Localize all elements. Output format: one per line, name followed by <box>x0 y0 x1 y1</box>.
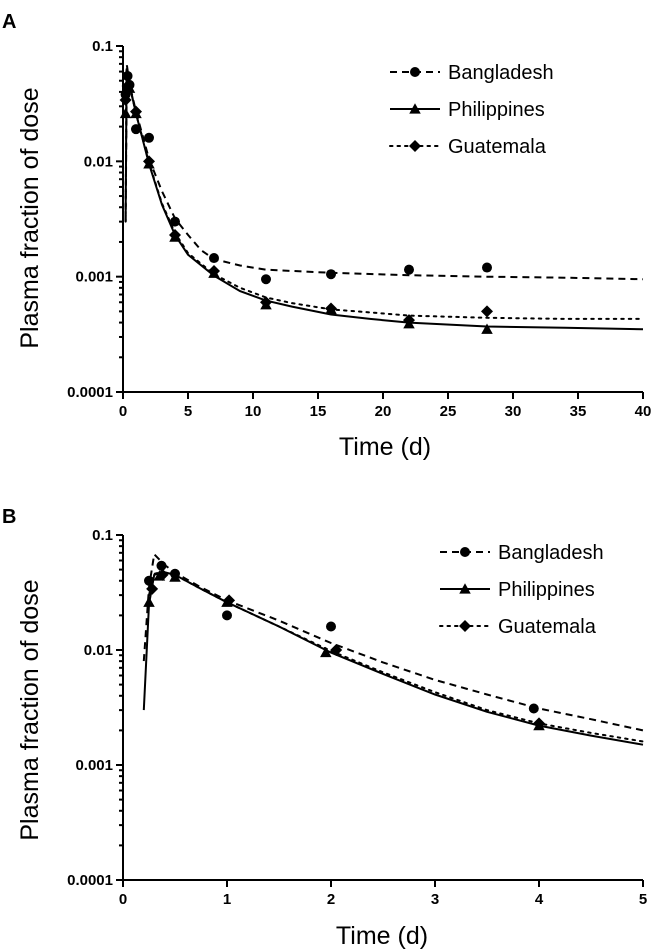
panel-a-philippines-data-point <box>119 107 132 119</box>
panel-a-guatemala-data-point <box>121 79 134 92</box>
panel-b-x-tick-label: 5 <box>639 891 647 908</box>
panel-b-x-tick-label: 2 <box>327 891 335 908</box>
panel-a-bangladesh-data-point <box>144 132 154 143</box>
panel-a-letter: A <box>2 11 16 33</box>
panel-a-guatemala-data-point <box>169 228 181 241</box>
panel-a-legend-philippines-label: Philippines <box>448 99 545 121</box>
panel-b-bangladesh-data-point <box>326 621 336 632</box>
panel-a-bangladesh-data-point <box>482 262 492 273</box>
panel-a-x-tick-label: 40 <box>635 403 652 420</box>
panel-b-x-axis-title: Time (d) <box>336 922 428 950</box>
panel-a-guatemala-data-point <box>130 105 142 118</box>
panel-a-y-tick-label: 0.0001 <box>67 384 113 401</box>
panel-a-x-tick-label: 35 <box>570 403 587 420</box>
panel-b-bangladesh-data-point <box>156 560 167 571</box>
panel-a-guatemala-data-point <box>143 155 155 168</box>
panel-b-legend-bangladesh-label: Bangladesh <box>498 542 604 564</box>
panel-b-bangladesh-fit-line <box>142 552 644 732</box>
panel-a-x-tick-label: 30 <box>505 403 522 420</box>
panel-a-bangladesh-data-point <box>170 216 180 227</box>
panel-b-bangladesh-data-point <box>144 575 154 586</box>
panel-b-legend-guatemala-marker <box>459 620 471 632</box>
panel-b-bangladesh-data-point <box>528 703 539 714</box>
panel-b-bangladesh-data-point <box>222 610 232 621</box>
panel-a-legend-bangladesh-marker <box>410 67 420 77</box>
panel-b-y-tick-label: 0.0001 <box>67 872 113 889</box>
panel-a-bangladesh-data-point <box>261 274 271 285</box>
panel-a-x-tick-label: 5 <box>184 403 192 420</box>
panel-a-bangladesh-data-point <box>326 269 336 280</box>
panel-b-guatemala-data-point <box>223 594 236 607</box>
panel-b-philippines-data-point <box>320 646 332 658</box>
panel-b-legend-guatemala-label: Guatemala <box>498 616 597 638</box>
panel-a-guatemala-fit-line <box>124 68 644 320</box>
panel-a-guatemala-data-point <box>208 264 220 277</box>
panel-a-guatemala-data-point <box>403 314 415 327</box>
panel-b-guatemala-data-point <box>146 582 159 595</box>
panel-a-guatemala-data-point <box>260 296 272 309</box>
panel-b-guatemala-data-point <box>156 568 169 581</box>
panel-b-x-tick-label: 4 <box>535 891 544 908</box>
panel-a-legend-guatemala-label: Guatemala <box>448 136 547 158</box>
panel-a-chart: A Plasma fraction of dose Time (d) 0.1 0.… <box>2 11 651 461</box>
panel-a-bangladesh-data-point <box>404 264 414 275</box>
panel-a-x-tick-label: 10 <box>245 403 262 420</box>
panel-a-legend-philippines-marker <box>409 103 421 114</box>
panel-a-y-tick-label: 0.001 <box>75 269 113 286</box>
panel-b-guatemala-data-point <box>330 644 343 656</box>
panel-a-philippines-fit-line <box>124 69 644 331</box>
panel-a-bangladesh-fit-line <box>124 65 644 281</box>
panel-b-legend-philippines-label: Philippines <box>498 579 595 601</box>
panel-a-bangladesh-data-point <box>209 253 219 264</box>
panel-a-guatemala-data-point <box>481 305 493 318</box>
panel-b-y-tick-label: 0.001 <box>75 757 113 774</box>
panel-a-x-axis-title: Time (d) <box>339 433 431 461</box>
panel-b-y-tick-label: 0.1 <box>92 527 113 544</box>
panel-a-guatemala-data-point <box>325 302 337 315</box>
panel-a-y-tick-label: 0.01 <box>84 153 113 170</box>
panel-b-philippines-data-point <box>143 596 155 607</box>
panel-b-y-axis-title: Plasma fraction of dose <box>16 579 44 840</box>
panel-a-guatemala-data-point <box>119 94 132 107</box>
panel-b-y-tick-label: 0.01 <box>84 642 113 659</box>
panel-b-x-tick-label: 0 <box>119 891 127 908</box>
panel-a-y-axis-title: Plasma fraction of dose <box>16 87 44 348</box>
panel-b-legend-philippines-marker <box>459 583 471 594</box>
panel-b-x-tick-label: 3 <box>431 891 439 908</box>
panel-b-legend-bangladesh-marker <box>460 547 470 557</box>
panel-b-x-tick-label: 1 <box>223 891 231 908</box>
panel-b-philippines-data-point <box>169 571 181 582</box>
panel-a-philippines-data-point <box>481 323 493 334</box>
panel-a-x-tick-label: 0 <box>119 403 127 420</box>
panel-a-y-tick-label: 0.1 <box>92 38 113 55</box>
panel-a-x-tick-label: 25 <box>440 403 457 420</box>
panel-b-guatemala-data-point <box>533 717 545 730</box>
panel-a-legend-guatemala-marker <box>409 140 421 152</box>
panel-b-letter: B <box>2 506 16 528</box>
panel-a-x-tick-label: 15 <box>310 403 327 420</box>
panel-a-legend-bangladesh-label: Bangladesh <box>448 62 554 84</box>
panel-a-x-tick-label: 20 <box>375 403 392 420</box>
panel-b-chart: B Plasma fraction of dose Time (d) 0.1 0.… <box>2 506 647 950</box>
